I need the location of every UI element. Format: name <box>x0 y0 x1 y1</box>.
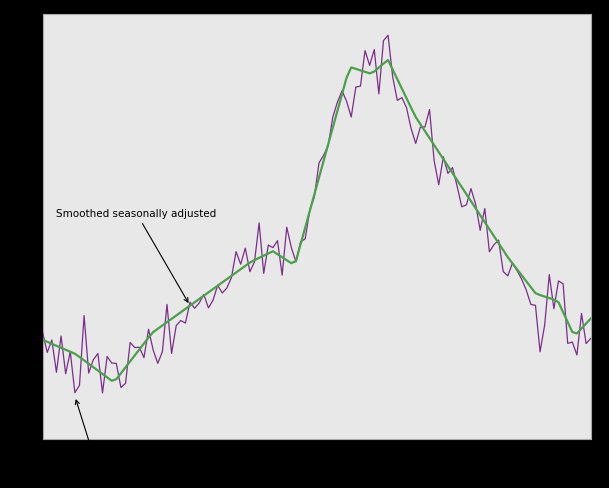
Text: Seasonally  adjusted: Seasonally adjusted <box>57 400 164 488</box>
Text: Smoothed seasonally adjusted: Smoothed seasonally adjusted <box>57 209 217 303</box>
